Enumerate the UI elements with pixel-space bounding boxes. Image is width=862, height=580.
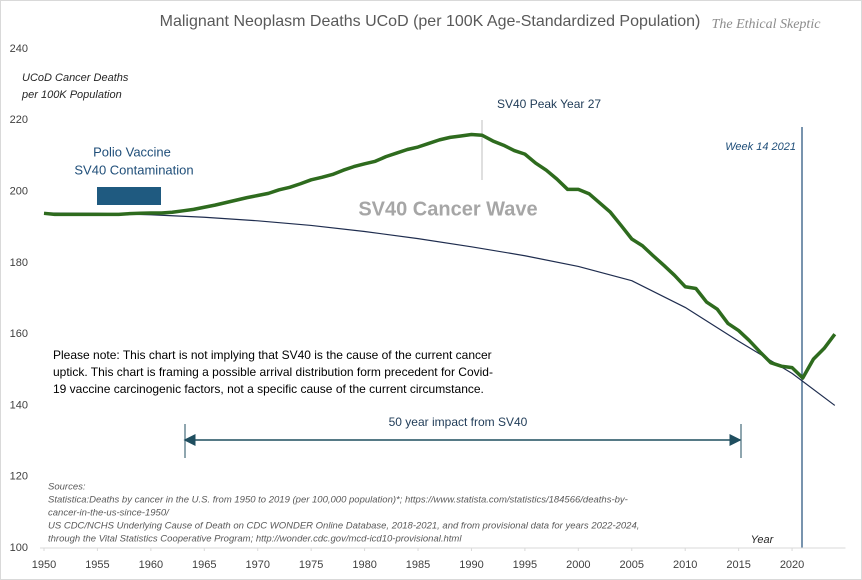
x-tick-label: 1975 [299, 559, 323, 571]
x-tick-label: 2000 [566, 559, 590, 571]
sources: Sources: [48, 482, 86, 493]
note-box [46, 343, 516, 399]
y-axis-label: UCoD Cancer Deaths [22, 72, 129, 84]
x-tick-label: 2020 [780, 559, 804, 571]
polio-box [97, 187, 161, 205]
x-axis-label: Year [751, 534, 775, 546]
annotation: Week 14 2021 [725, 141, 796, 153]
y-tick-label: 140 [10, 399, 28, 411]
x-tick-label: 1990 [459, 559, 483, 571]
x-tick-label: 2010 [673, 559, 697, 571]
chart-title: Malignant Neoplasm Deaths UCoD (per 100K… [160, 13, 701, 30]
x-tick-label: 2005 [620, 559, 644, 571]
sources: US CDC/NCHS Underlying Cause of Death on… [48, 521, 639, 532]
line-series [43, 132, 837, 380]
sources: Statistica:Deaths by cancer in the U.S. … [48, 495, 628, 506]
annotation: SV40 Cancer Wave [358, 198, 537, 220]
x-tick-label: 1980 [352, 559, 376, 571]
annotation: Polio Vaccine [93, 144, 171, 159]
x-tick-label: 1950 [32, 559, 56, 571]
x-tick-label: 2015 [726, 559, 750, 571]
line-series [43, 212, 836, 406]
note: Please note: This chart is not implying … [53, 348, 492, 362]
y-tick-label: 200 [10, 185, 28, 197]
y-axis-label: per 100K Population [21, 89, 122, 101]
x-tick-label: 1955 [85, 559, 109, 571]
x-tick-label: 1965 [192, 559, 216, 571]
sources: cancer-in-the-us-since-1950/ [48, 508, 170, 519]
x-tick-label: 1970 [245, 559, 269, 571]
note: uptick. This chart is framing a possible… [53, 365, 493, 379]
annotation: SV40 Contamination [74, 162, 193, 177]
annotation: 50 year impact from SV40 [389, 415, 528, 429]
x-tick-label: 1985 [406, 559, 430, 571]
x-tick-label: 1960 [139, 559, 163, 571]
y-tick-label: 180 [10, 257, 28, 269]
note: 19 vaccine carcinogenic factors, not a s… [53, 382, 484, 396]
x-tick-label: 1995 [513, 559, 537, 571]
sources: through the Vital Statistics Cooperative… [48, 534, 462, 545]
y-tick-label: 220 [10, 114, 28, 126]
plot [43, 132, 837, 406]
y-tick-label: 240 [10, 43, 28, 55]
annotation: SV40 Peak Year 27 [497, 97, 601, 111]
y-tick-label: 100 [10, 542, 28, 554]
watermark: The Ethical Skeptic [712, 17, 822, 32]
y-tick-label: 120 [10, 471, 28, 483]
y-tick-label: 160 [10, 328, 28, 340]
